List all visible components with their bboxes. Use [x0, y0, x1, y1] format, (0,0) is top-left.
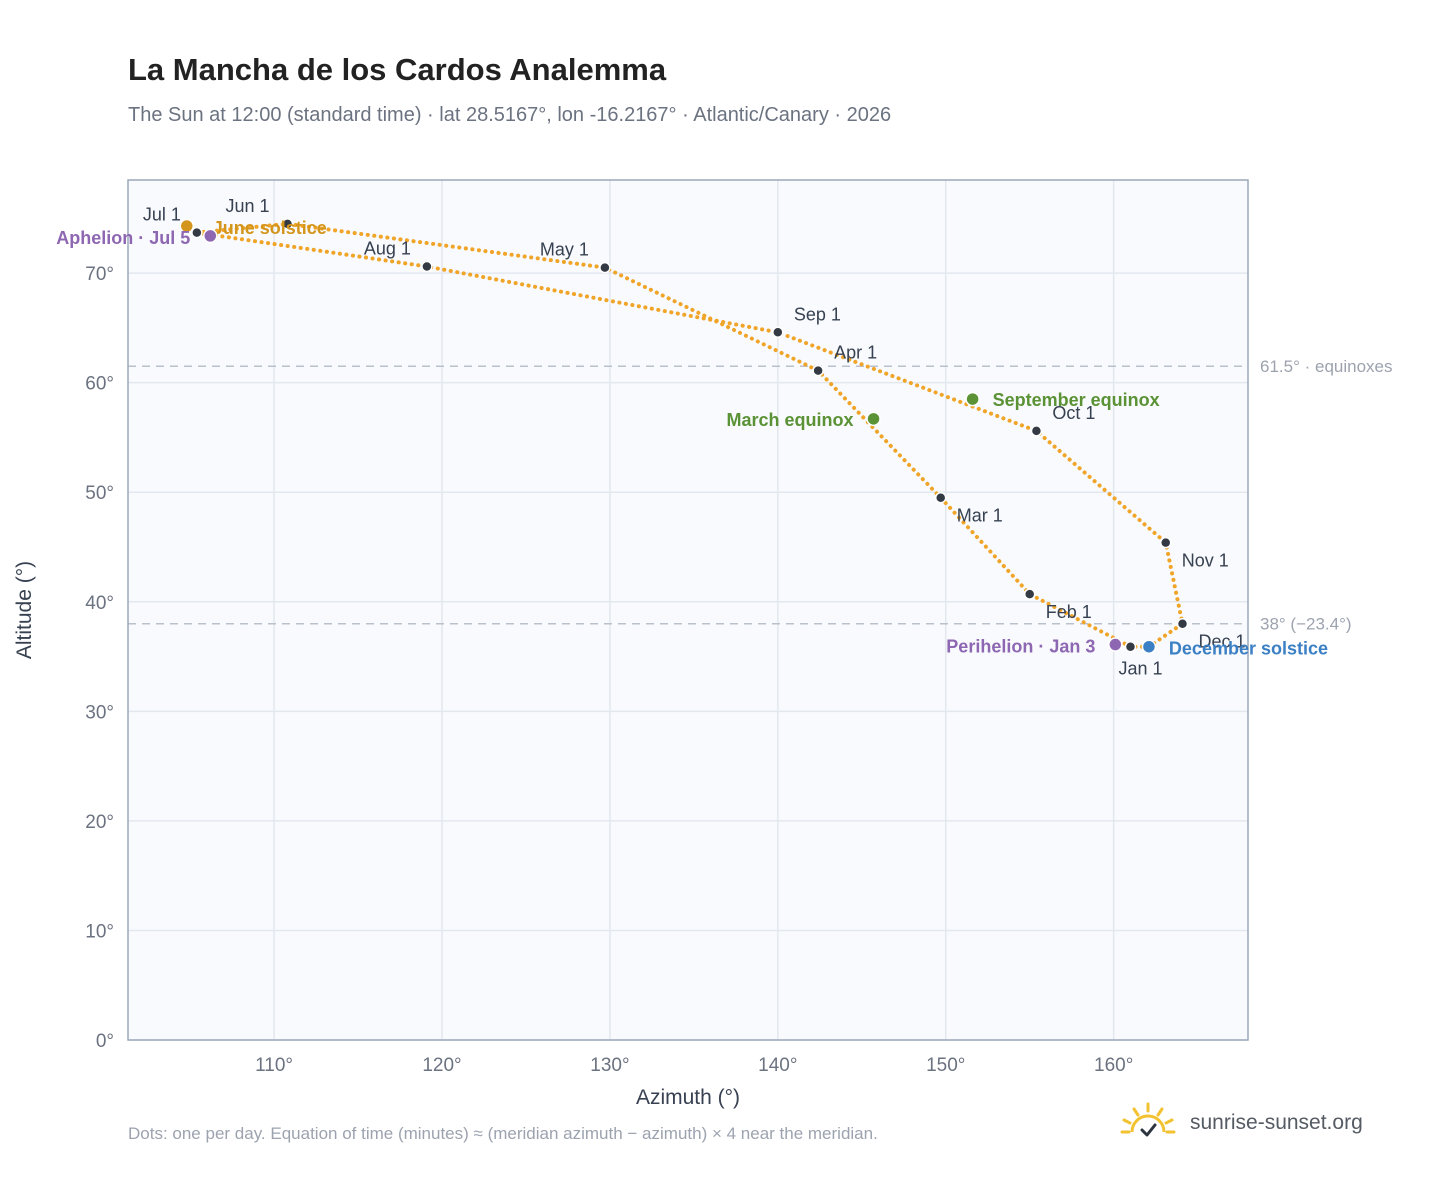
month-marker-dot — [1176, 617, 1189, 630]
event-marker-label: June solstice — [213, 218, 327, 238]
reference-lines: 61.5° · equinoxes 38° (−23.4°) — [128, 357, 1393, 634]
axis-ticks: 110° 120° 130° 140° 150° 160° 0° 10° 20° 30° 40° 50… — [85, 264, 1133, 1076]
event-marker-dot — [203, 228, 218, 244]
chart-title: La Mancha de los Cardos Analemma — [128, 52, 667, 87]
month-marker-label: Feb 1 — [1046, 602, 1092, 622]
month-marker-dot — [1030, 425, 1043, 437]
month-marker-dot — [772, 326, 784, 339]
x-axis-title: Azimuth (°) — [636, 1086, 740, 1109]
month-marker-label: Jul 1 — [143, 205, 181, 225]
event-marker-dot — [1141, 639, 1157, 654]
x-tick-label: 150° — [926, 1055, 965, 1076]
month-marker-label: Mar 1 — [957, 506, 1003, 526]
event-marker-dot — [866, 411, 881, 427]
month-marker-dot — [1023, 588, 1036, 600]
month-marker-label: Sep 1 — [794, 304, 841, 324]
plot-frame — [127, 179, 1249, 1041]
month-marker-label: Aug 1 — [364, 239, 411, 259]
event-marker-label: September equinox — [993, 390, 1160, 410]
month-marker-dot — [812, 364, 824, 377]
y-tick-label: 70° — [85, 264, 114, 285]
brand-name: sunrise-sunset.org — [1190, 1111, 1363, 1134]
month-markers: Jan 1 Feb 1 Mar 1 Apr 1 May 1 Jun 1 Jul 1 Aug 1… — [143, 196, 1246, 679]
x-tick-label: 120° — [422, 1055, 461, 1076]
event-marker-dot — [965, 391, 980, 407]
y-axis-title: Altitude (°) — [13, 561, 36, 659]
event-markers: June solstice December solstice March equi… — [56, 218, 1328, 659]
month-marker-dot — [421, 260, 433, 273]
month-marker-label: Dec 1 — [1199, 632, 1246, 652]
x-tick-label: 140° — [758, 1055, 797, 1076]
y-tick-label: 20° — [85, 812, 114, 833]
event-marker-label: December solstice — [1169, 639, 1328, 659]
y-tick-label: 50° — [85, 483, 114, 504]
event-marker-dot — [1108, 637, 1123, 652]
footnote: Dots: one per day. Equation of time (min… — [128, 1124, 878, 1143]
event-marker-label: Perihelion · Jan 3 — [946, 637, 1095, 657]
y-tick-label: 40° — [85, 593, 114, 614]
month-marker-label: Nov 1 — [1182, 551, 1229, 571]
y-tick-label: 10° — [85, 921, 114, 942]
month-marker-dot — [934, 491, 947, 504]
event-marker-dot — [179, 218, 195, 234]
month-marker-label: Jun 1 — [225, 196, 269, 216]
month-marker-label: Oct 1 — [1052, 403, 1095, 423]
month-marker-dot — [281, 218, 294, 230]
event-marker-label: Aphelion · Jul 5 — [56, 228, 190, 248]
x-tick-label: 160° — [1094, 1055, 1133, 1076]
brand[interactable]: sunrise-sunset.org — [1120, 1100, 1400, 1150]
reference-line-label: 61.5° · equinoxes — [1260, 357, 1393, 376]
event-marker-label: March equinox — [727, 410, 854, 430]
reference-line-label: 38° (−23.4°) — [1260, 615, 1352, 634]
month-marker-label: Apr 1 — [834, 343, 877, 363]
y-tick-label: 60° — [85, 374, 114, 395]
chart-subtitle: The Sun at 12:00 (standard time) · lat 2… — [128, 104, 892, 126]
sun-logo-icon — [1120, 1102, 1176, 1137]
month-marker-dot — [1124, 640, 1137, 653]
month-marker-dot — [1159, 536, 1172, 549]
month-marker-label: May 1 — [540, 240, 589, 260]
y-tick-label: 0° — [96, 1031, 114, 1052]
y-tick-label: 30° — [85, 702, 114, 723]
x-tick-label: 110° — [255, 1055, 293, 1076]
x-tick-label: 130° — [590, 1055, 629, 1076]
month-marker-dot — [599, 261, 611, 274]
month-marker-label: Jan 1 — [1118, 659, 1162, 679]
analemma-curve — [194, 221, 1185, 649]
month-marker-dot — [191, 226, 203, 239]
